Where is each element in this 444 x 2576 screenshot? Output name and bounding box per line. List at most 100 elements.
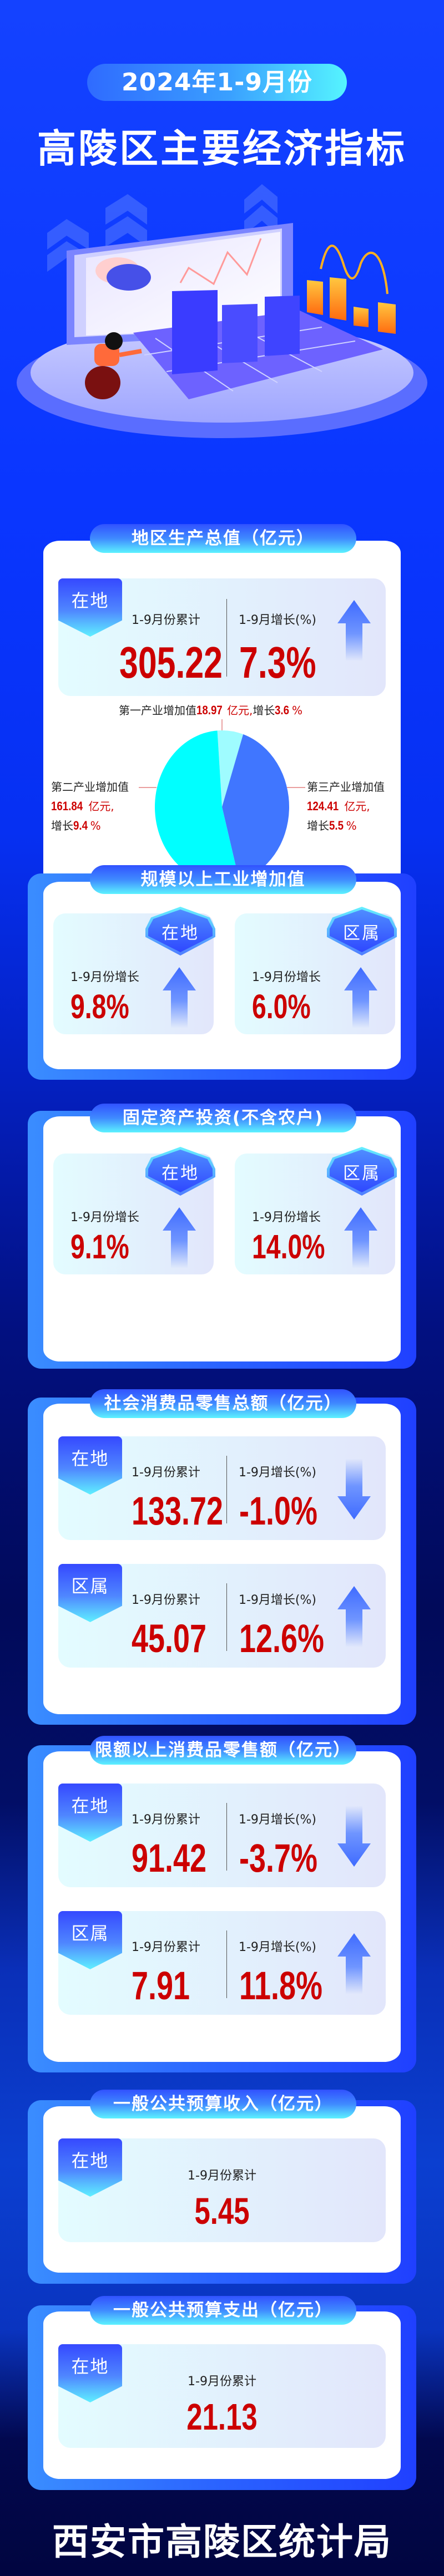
cumulative-label: 1-9月份累计 — [132, 1813, 200, 1827]
cumulative-value: 45.07 — [132, 1617, 207, 1661]
badge-label: 在地 — [162, 1163, 199, 1183]
segment-growth: 3.6 — [275, 703, 290, 717]
cumulative-label: 1-9月份累计 — [132, 613, 200, 627]
investment-panel-local: 在地 1-9月份增长 9.1% — [53, 1147, 215, 1274]
gdp-section-title: 地区生产总值（亿元） — [90, 524, 356, 553]
badge-label: 在地 — [71, 2356, 109, 2377]
gdp-panel: 在地 1-9月份累计 305.22 1-9月增长(%) 7.3% — [58, 578, 386, 696]
growth-value: 14.0% — [252, 1228, 325, 1266]
industry-panel-local: 在地 1-9月份增长 9.8% — [53, 907, 215, 1034]
badge-label: 在地 — [71, 1448, 109, 1469]
cumulative-label: 1-9月份累计 — [132, 1940, 200, 1954]
cumulative-value: 5.45 — [194, 2191, 250, 2232]
badge-shield: 在地 — [58, 1784, 122, 1842]
badge-shield: 在地 — [58, 578, 122, 637]
growth-label: 1-9月份增长 — [252, 971, 321, 984]
growth-label: 1-9月增长(%) — [239, 1940, 317, 1954]
growth-label: 1-9月份增长 — [252, 1211, 321, 1225]
growth-value: -3.7% — [239, 1837, 317, 1881]
cumulative-value: 21.13 — [186, 2396, 258, 2438]
growth-prefix: 增长 — [253, 704, 275, 717]
pie-label-1: 第一产业增加值18.97 亿元,增长3.6% — [119, 701, 302, 720]
segment-unit: 亿元, — [344, 800, 370, 813]
chart-bars-icon — [172, 245, 396, 374]
cumulative-value: 91.42 — [132, 1837, 207, 1881]
badge-hexagon: 在地 — [145, 907, 215, 956]
growth-label: 1-9月增长(%) — [239, 613, 317, 627]
divider — [226, 1583, 227, 1651]
growth-value: 9.1% — [70, 1228, 129, 1266]
growth-value: 11.8% — [239, 1964, 323, 2008]
badge-shield: 区属 — [58, 1911, 122, 1969]
cumulative-value: 305.22 — [119, 638, 223, 687]
arrow-up-icon — [337, 1933, 371, 1994]
percent-sign: % — [90, 819, 101, 832]
investment-panel-district: 区属 1-9月份增长 14.0% — [235, 1147, 397, 1274]
badge-label: 区属 — [71, 1923, 109, 1944]
growth-value: 12.6% — [239, 1617, 325, 1661]
growth-value: 7.3% — [239, 638, 316, 687]
growth-value: 9.8% — [70, 988, 129, 1025]
segment-unit: 亿元, — [227, 704, 253, 717]
cumulative-value: 7.91 — [132, 1964, 190, 2008]
budget-income-panel: 在地 1-9月份累计 5.45 — [58, 2138, 386, 2242]
retail-row-local: 在地 1-9月份累计 133.72 1-9月增长(%) -1.0% — [58, 1436, 386, 1540]
badge-shield: 区属 — [58, 1564, 122, 1622]
growth-value: 6.0% — [252, 988, 311, 1025]
period-pill: 2024年1-9月份 — [87, 64, 347, 101]
pie-label-2: 第二产业增加值 161.84 亿元, 增长9.4% — [51, 778, 129, 836]
badge-label: 区属 — [343, 1163, 381, 1183]
page-title: 高陵区主要经济指标 — [37, 126, 407, 171]
growth-prefix: 增长 — [51, 819, 73, 832]
cumulative-label: 1-9月份累计 — [132, 1593, 200, 1607]
growth-prefix: 增长 — [307, 819, 329, 832]
badge-label: 区属 — [343, 923, 381, 943]
person-figure-icon — [85, 332, 142, 399]
segment-growth: 9.4 — [73, 819, 88, 832]
segment-name: 第三产业增加值 — [307, 780, 385, 794]
divider — [226, 1803, 227, 1871]
badge-shield: 在地 — [58, 1436, 122, 1495]
badge-hexagon: 在地 — [145, 1147, 215, 1196]
growth-label: 1-9月份增长 — [70, 1211, 139, 1225]
growth-label: 1-9月增长(%) — [239, 1593, 317, 1607]
pie-slice-3 — [222, 734, 289, 881]
retail-above-row-district: 区属 1-9月份累计 7.91 1-9月增长(%) 11.8% — [58, 1911, 386, 2015]
retail-above-row-local: 在地 1-9月份累计 91.42 1-9月增长(%) -3.7% — [58, 1784, 386, 1887]
badge-label: 区属 — [71, 1576, 109, 1597]
retail-row-district: 区属 1-9月份累计 45.07 1-9月增长(%) 12.6% — [58, 1564, 386, 1668]
segment-value: 161.84 — [51, 799, 83, 813]
percent-sign: % — [346, 819, 357, 832]
cumulative-value: 133.72 — [132, 1490, 224, 1533]
arrow-up-icon — [163, 1207, 196, 1268]
pie-slice-1 — [217, 730, 244, 807]
badge-label: 在地 — [71, 1795, 109, 1816]
footer-publisher: 西安市高陵区统计局 — [52, 2521, 392, 2563]
growth-label: 1-9月增长(%) — [239, 1466, 317, 1480]
hero-illustration — [17, 184, 427, 438]
segment-value: 18.97 — [196, 703, 223, 717]
divider — [226, 599, 227, 677]
cumulative-label: 1-9月份累计 — [188, 2375, 256, 2389]
badge-label: 在地 — [71, 590, 109, 611]
growth-value: -1.0% — [239, 1490, 317, 1533]
cumulative-label: 1-9月份累计 — [132, 1466, 200, 1480]
divider — [226, 1456, 227, 1523]
divider — [226, 1930, 227, 1998]
budget-income-section-title: 一般公共预算收入（亿元） — [90, 2090, 356, 2118]
segment-value: 124.41 — [307, 799, 339, 813]
segment-unit: 亿元, — [88, 800, 114, 813]
arrow-down-icon — [337, 1459, 371, 1520]
badge-label: 在地 — [71, 2150, 109, 2171]
badge-hexagon: 区属 — [327, 1147, 397, 1196]
retail-above-section-title: 限额以上消费品零售额（亿元） — [90, 1736, 356, 1765]
pie-slice-2 — [154, 730, 240, 884]
investment-section-title: 固定资产投资(不含农户) — [90, 1104, 356, 1132]
arrow-up-icon — [344, 1207, 377, 1268]
industry-section-title: 规模以上工业增加值 — [90, 865, 356, 894]
growth-label: 1-9月份增长 — [70, 971, 139, 984]
industry-panel-district: 区属 1-9月份增长 6.0% — [235, 907, 397, 1034]
arrow-up-icon — [337, 600, 371, 661]
badge-label: 在地 — [162, 923, 199, 943]
retail-section-title: 社会消费品零售总额（亿元） — [90, 1389, 356, 1418]
